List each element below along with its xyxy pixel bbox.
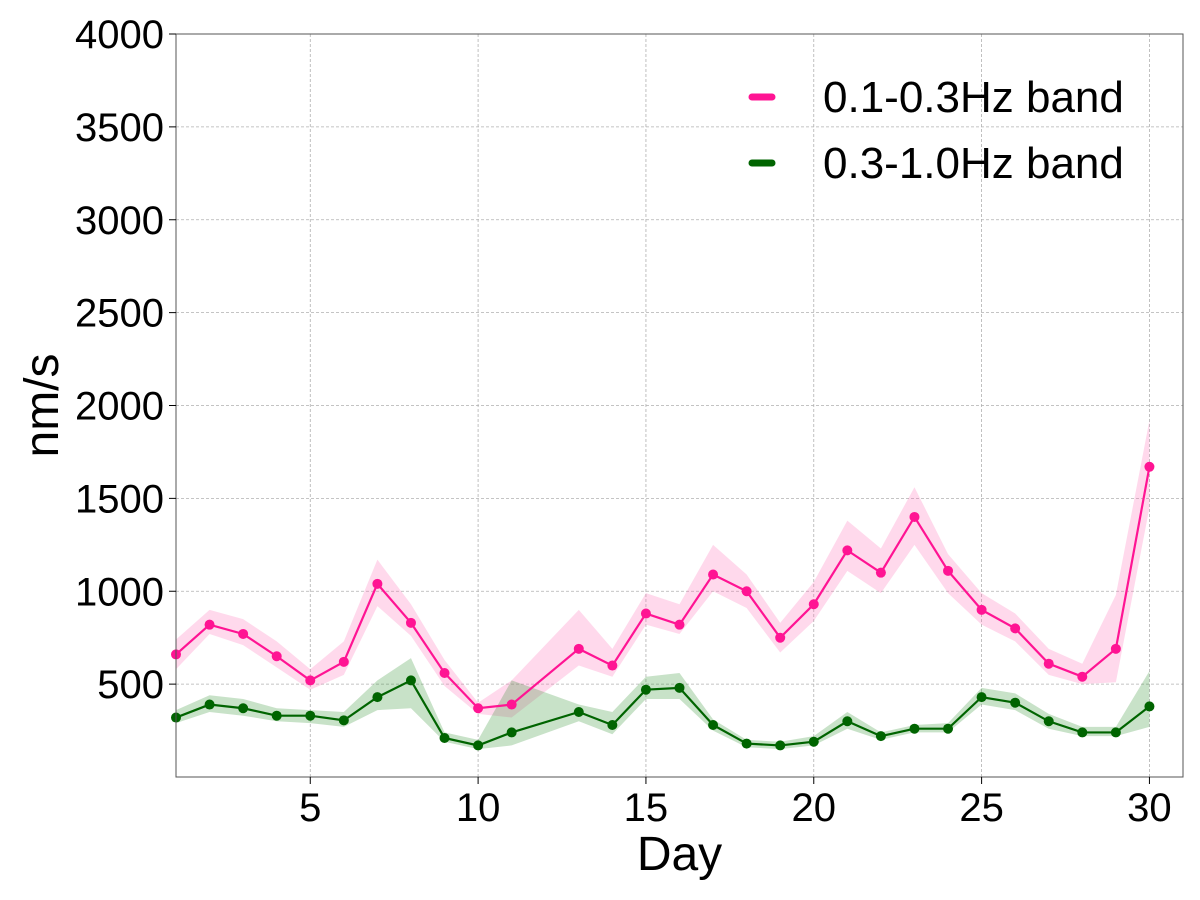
data-point-0 (439, 667, 450, 678)
data-point-1 (1043, 716, 1054, 727)
data-point-0 (1144, 461, 1155, 472)
data-point-0 (338, 656, 349, 667)
x-axis-label: Day (637, 828, 722, 881)
data-point-0 (607, 660, 618, 671)
data-point-0 (909, 511, 920, 522)
confidence-bands (176, 420, 1150, 750)
data-point-0 (1010, 623, 1021, 634)
data-point-1 (1110, 727, 1121, 738)
data-point-0 (943, 565, 954, 576)
data-point-0 (473, 703, 484, 714)
x-tick-label: 30 (1127, 786, 1172, 830)
data-point-1 (573, 706, 584, 717)
data-point-1 (204, 699, 215, 710)
y-tick-label: 3500 (75, 106, 164, 150)
data-point-0 (204, 619, 215, 630)
data-point-0 (1043, 658, 1054, 669)
data-point-1 (976, 692, 987, 703)
data-point-1 (506, 727, 517, 738)
data-point-1 (808, 736, 819, 747)
data-point-0 (808, 599, 819, 610)
data-point-1 (640, 684, 651, 695)
data-point-0 (506, 699, 517, 710)
data-point-0 (271, 651, 282, 662)
data-point-0 (1110, 643, 1121, 654)
confidence-band-0 (176, 420, 1150, 718)
data-point-0 (708, 569, 719, 580)
data-point-0 (1077, 671, 1088, 682)
data-point-1 (674, 682, 685, 693)
data-point-1 (741, 738, 752, 749)
data-point-1 (842, 716, 853, 727)
y-axis-ticks: 500 1000 1500 2000 2500 3000 3500 4000 (75, 13, 176, 707)
data-point-1 (338, 715, 349, 726)
legend-label-0: 0.1-0.3Hz band (823, 73, 1124, 122)
data-point-1 (875, 731, 886, 742)
data-point-0 (305, 675, 316, 686)
x-tick-label: 20 (792, 786, 837, 830)
data-point-1 (238, 703, 249, 714)
y-tick-label: 3000 (75, 199, 164, 243)
data-point-0 (976, 604, 987, 615)
y-tick-label: 1500 (75, 477, 164, 521)
data-point-0 (372, 578, 383, 589)
y-tick-label: 4000 (75, 13, 164, 57)
legend-label-1: 0.3-1.0Hz band (823, 139, 1124, 188)
data-point-1 (439, 732, 450, 743)
data-point-0 (775, 632, 786, 643)
confidence-band-1 (176, 658, 1150, 750)
series-points (171, 461, 1155, 751)
data-point-1 (305, 710, 316, 721)
data-point-0 (405, 617, 416, 628)
y-tick-label: 2000 (75, 385, 164, 429)
data-point-1 (708, 719, 719, 730)
data-point-1 (271, 710, 282, 721)
x-tick-label: 5 (299, 786, 321, 830)
data-point-0 (842, 545, 853, 556)
x-tick-label: 10 (456, 786, 501, 830)
x-tick-label: 15 (624, 786, 669, 830)
x-tick-label: 25 (959, 786, 1004, 830)
data-point-0 (741, 586, 752, 597)
data-point-1 (405, 675, 416, 686)
data-point-1 (607, 719, 618, 730)
data-point-1 (372, 692, 383, 703)
y-tick-label: 1000 (75, 570, 164, 614)
data-point-1 (1077, 727, 1088, 738)
data-point-1 (1144, 701, 1155, 712)
y-tick-label: 500 (97, 663, 164, 707)
data-point-0 (640, 608, 651, 619)
data-point-1 (473, 740, 484, 751)
data-point-0 (875, 567, 886, 578)
data-point-1 (943, 723, 954, 734)
y-axis-label: nm/s (16, 353, 69, 457)
x-axis-ticks: 5 10 15 20 25 30 (299, 777, 1172, 830)
data-point-1 (775, 740, 786, 751)
legend: 0.1-0.3Hz band 0.3-1.0Hz band (748, 73, 1124, 188)
data-point-0 (573, 643, 584, 654)
data-point-0 (238, 628, 249, 639)
data-point-1 (1010, 697, 1021, 708)
data-point-0 (674, 619, 685, 630)
data-point-1 (909, 723, 920, 734)
y-tick-label: 2500 (75, 292, 164, 336)
